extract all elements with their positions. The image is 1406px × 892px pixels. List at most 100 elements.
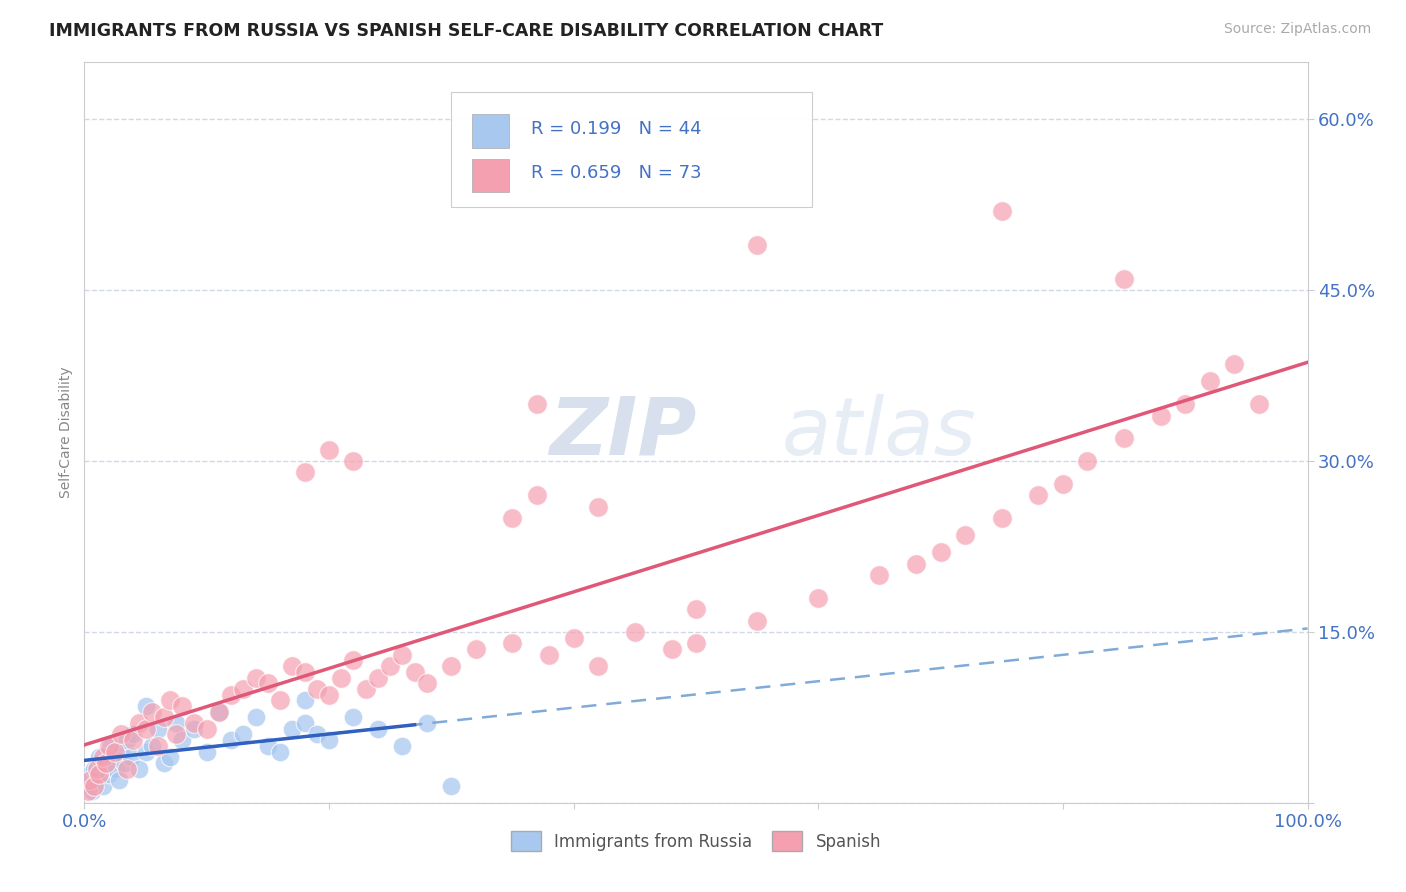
Point bbox=[1174, 397, 1197, 411]
Point bbox=[128, 762, 150, 776]
Point bbox=[257, 739, 280, 753]
Point bbox=[159, 750, 181, 764]
Point bbox=[110, 727, 132, 741]
Point bbox=[80, 784, 103, 798]
Point bbox=[929, 545, 952, 559]
Point bbox=[391, 648, 413, 662]
Point bbox=[269, 693, 291, 707]
Point bbox=[128, 716, 150, 731]
Point bbox=[367, 671, 389, 685]
Point bbox=[1052, 476, 1074, 491]
Text: R = 0.659   N = 73: R = 0.659 N = 73 bbox=[531, 164, 702, 183]
Point bbox=[1247, 397, 1270, 411]
Point bbox=[257, 676, 280, 690]
Text: atlas: atlas bbox=[782, 393, 976, 472]
Point bbox=[661, 642, 683, 657]
Point bbox=[115, 733, 138, 747]
Point bbox=[905, 557, 928, 571]
Point bbox=[1028, 488, 1050, 502]
Y-axis label: Self-Care Disability: Self-Care Disability bbox=[59, 367, 73, 499]
Point bbox=[440, 659, 463, 673]
Point bbox=[122, 733, 145, 747]
Point bbox=[502, 636, 524, 650]
Point bbox=[305, 727, 328, 741]
Point bbox=[342, 653, 364, 667]
Point bbox=[391, 739, 413, 753]
Point bbox=[104, 745, 127, 759]
Point bbox=[208, 705, 231, 719]
Point bbox=[96, 756, 118, 770]
Point bbox=[318, 733, 340, 747]
Point bbox=[153, 756, 176, 770]
Text: IMMIGRANTS FROM RUSSIA VS SPANISH SELF-CARE DISABILITY CORRELATION CHART: IMMIGRANTS FROM RUSSIA VS SPANISH SELF-C… bbox=[49, 22, 883, 40]
Point bbox=[195, 745, 218, 759]
Point bbox=[77, 779, 100, 793]
Point bbox=[869, 568, 891, 582]
Point bbox=[404, 665, 426, 679]
Point bbox=[440, 779, 463, 793]
Point bbox=[380, 659, 402, 673]
Point bbox=[318, 442, 340, 457]
Point bbox=[110, 745, 132, 759]
Point bbox=[232, 681, 254, 696]
Point bbox=[141, 739, 163, 753]
Point bbox=[135, 722, 157, 736]
Point bbox=[87, 750, 110, 764]
Point bbox=[281, 722, 304, 736]
Text: ZIP: ZIP bbox=[550, 393, 696, 472]
Point bbox=[112, 756, 135, 770]
Point bbox=[1076, 454, 1098, 468]
Point bbox=[294, 693, 316, 707]
Point bbox=[208, 705, 231, 719]
Point bbox=[183, 722, 205, 736]
Point bbox=[100, 739, 122, 753]
Point bbox=[586, 500, 609, 514]
Point bbox=[747, 614, 769, 628]
Point bbox=[141, 705, 163, 719]
Point bbox=[94, 756, 117, 770]
Point bbox=[1198, 375, 1220, 389]
Point bbox=[83, 779, 105, 793]
Point bbox=[159, 693, 181, 707]
Point bbox=[172, 698, 194, 713]
Point bbox=[1223, 357, 1246, 371]
Point bbox=[526, 488, 548, 502]
Legend: Immigrants from Russia, Spanish: Immigrants from Russia, Spanish bbox=[505, 825, 887, 857]
Point bbox=[562, 631, 585, 645]
Point bbox=[294, 665, 316, 679]
Point bbox=[232, 727, 254, 741]
Point bbox=[135, 745, 157, 759]
Point bbox=[685, 636, 707, 650]
Point bbox=[79, 767, 101, 781]
Point bbox=[807, 591, 830, 605]
Point bbox=[83, 762, 105, 776]
Point bbox=[219, 688, 242, 702]
Point bbox=[195, 722, 218, 736]
Point bbox=[538, 648, 561, 662]
Text: R = 0.199   N = 44: R = 0.199 N = 44 bbox=[531, 120, 702, 138]
Point bbox=[77, 784, 100, 798]
Point bbox=[294, 466, 316, 480]
Point bbox=[953, 528, 976, 542]
Point bbox=[87, 767, 110, 781]
Point bbox=[416, 716, 439, 731]
Point bbox=[991, 203, 1014, 218]
Point bbox=[416, 676, 439, 690]
Point bbox=[330, 671, 353, 685]
Point bbox=[86, 772, 108, 787]
Point bbox=[281, 659, 304, 673]
Point bbox=[86, 762, 108, 776]
Point bbox=[146, 739, 169, 753]
Point bbox=[502, 511, 524, 525]
Point bbox=[367, 722, 389, 736]
Point bbox=[135, 698, 157, 713]
Point bbox=[165, 727, 187, 741]
Point bbox=[97, 739, 120, 753]
Point bbox=[120, 750, 142, 764]
Point bbox=[305, 681, 328, 696]
Point bbox=[1114, 272, 1136, 286]
Point bbox=[107, 772, 129, 787]
Point bbox=[91, 779, 114, 793]
Point bbox=[172, 733, 194, 747]
Point bbox=[122, 727, 145, 741]
